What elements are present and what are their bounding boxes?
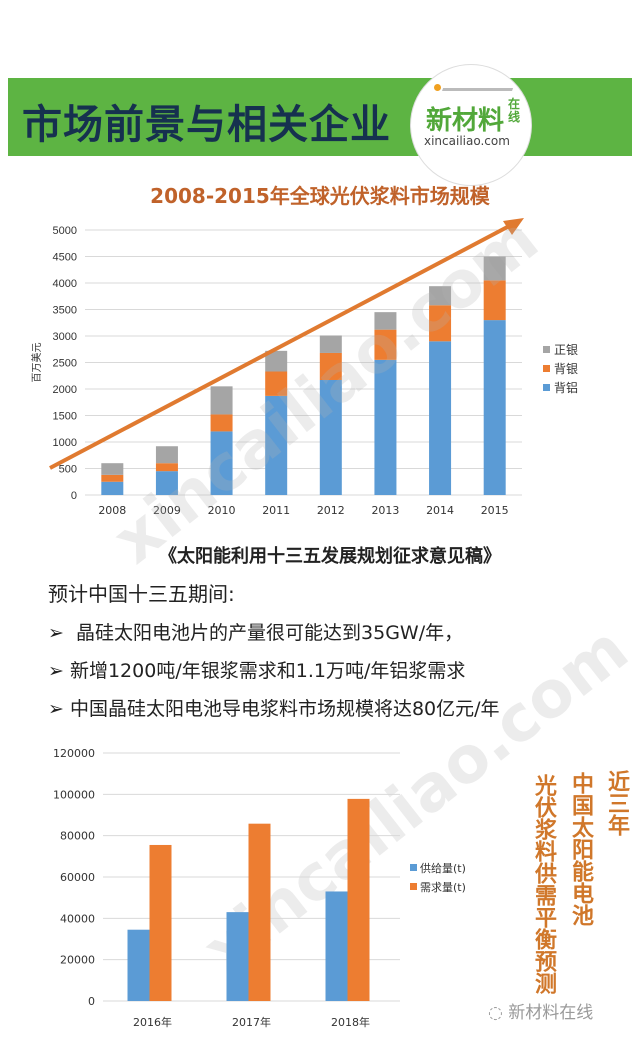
y-tick-label: 80000 [60, 830, 95, 843]
y-axis-label: 百万美元 [30, 343, 43, 383]
arrow-bullet-icon: ➢ [48, 698, 64, 720]
bar-segment [155, 471, 178, 495]
legend-swatch [543, 346, 550, 353]
arrow-bullet-icon: ➢ [48, 660, 64, 682]
bar-segment [374, 359, 397, 495]
y-tick-label: 60000 [60, 871, 95, 884]
legend-label: 需求量(t) [420, 881, 466, 894]
bar [347, 798, 370, 1001]
trend-arrow [49, 221, 516, 470]
y-tick-label: 1000 [53, 437, 77, 449]
legend-swatch [543, 384, 550, 391]
banner-title: 市场前景与相关企业 [22, 102, 391, 148]
bar-segment [265, 371, 288, 396]
x-tick-label: 2013 [371, 504, 399, 517]
bullet-text: 新增1200吨/年银浆需求和1.1万吨/年铝浆需求 [69, 660, 466, 682]
arrow-bullet-icon: ➢ [48, 622, 64, 644]
bar-segment [429, 305, 452, 342]
chart2: 0 20000 40000 60000 80000 100000 120000 2016年 20… [53, 747, 466, 1029]
x-tick-label: 2008 [98, 504, 126, 517]
bar [325, 891, 348, 1001]
bar [248, 823, 271, 1001]
bar-segment [210, 414, 233, 432]
x-tick-label: 2012 [317, 504, 345, 517]
x-tick-label: 2018年 [331, 1015, 370, 1029]
y-tick-label: 40000 [60, 912, 95, 925]
bar-segment [101, 481, 124, 495]
x-tick-label: 2017年 [232, 1015, 271, 1029]
bullet-text: 中国晶硅太阳电池导电浆料市场规模将达80亿元/年 [69, 698, 500, 720]
wechat-icon: ◌ [488, 1003, 503, 1023]
footer-wechat: ◌ 新材料在线 [488, 998, 593, 1023]
bar-segment [319, 352, 342, 380]
y-tick-label: 1500 [53, 411, 77, 423]
x-tick-label: 2014 [426, 504, 454, 517]
bar-segment [265, 350, 288, 372]
bullet-item: ➢ 中国晶硅太阳电池导电浆料市场规模将达80亿元/年 [48, 694, 500, 721]
bar-segment [374, 312, 397, 330]
chart1: 0 500 1000 1500 2000 2500 3000 3500 4000 4500 5000… [30, 218, 578, 517]
policy-intro: 预计中国十三五期间: [48, 582, 235, 606]
y-tick-label: 100000 [53, 788, 95, 801]
legend-label: 背铝 [554, 380, 578, 395]
bar-segment [101, 463, 124, 475]
chart1-title: 2008-2015年全球光伏浆料市场规模 [150, 184, 490, 208]
bar-segment [483, 256, 506, 281]
y-tick-label: 0 [88, 995, 95, 1008]
bar-segment [429, 286, 452, 306]
y-tick-label: 2000 [53, 384, 77, 396]
bar-segment [483, 280, 506, 321]
y-tick-label: 3000 [53, 331, 77, 343]
side-title-col1: 近三年 [604, 770, 629, 836]
y-tick-label: 4000 [53, 278, 77, 290]
bar [127, 929, 150, 1001]
bullet-item: ➢ 新增1200吨/年银浆需求和1.1万吨/年铝浆需求 [48, 656, 465, 683]
y-tick-label: 0 [71, 490, 77, 502]
y-tick-label: 4500 [53, 252, 77, 264]
x-tick-label: 2010 [208, 504, 236, 517]
bar [149, 844, 172, 1001]
x-tick-label: 2009 [153, 504, 181, 517]
bar-segment [155, 463, 178, 472]
side-title-col3: 光伏浆料供需平衡预测 [531, 774, 556, 994]
x-tick-label: 2016年 [133, 1015, 172, 1029]
bar-segment [319, 335, 342, 353]
bar [226, 912, 249, 1001]
y-tick-label: 2500 [53, 358, 77, 370]
y-tick-label: 3500 [53, 305, 77, 317]
legend-swatch [543, 365, 550, 372]
bar-segment [210, 431, 233, 495]
y-tick-label: 5000 [53, 225, 77, 237]
logo-text-cn: 新材料 [426, 106, 505, 136]
bar-segment [101, 474, 124, 482]
side-title-col2: 中国太阳能电池 [568, 772, 593, 926]
logo-text-zaixian: 在线 [508, 97, 521, 124]
bar-segment [265, 395, 288, 495]
policy-heading: 《太阳能利用十三五发展规划征求意见稿》 [159, 546, 501, 567]
logo-sun-icon [434, 84, 441, 91]
bar-segment [155, 446, 178, 464]
bullet-item: ➢ 晶硅太阳电池片的产量很可能达到35GW/年， [48, 618, 463, 645]
legend-swatch [410, 864, 417, 871]
y-tick-label: 20000 [60, 954, 95, 967]
legend-label: 供给量(t) [420, 861, 466, 875]
y-tick-label: 120000 [53, 747, 95, 760]
y-tick-label: 500 [59, 464, 77, 476]
bar-segment [374, 329, 397, 360]
trend-arrowhead-icon [503, 218, 524, 235]
bar-segment [319, 379, 342, 495]
legend-label: 正银 [554, 343, 578, 357]
bar-segment [483, 320, 506, 495]
bullet-text: 晶硅太阳电池片的产量很可能达到35GW/年， [76, 622, 464, 644]
logo [410, 64, 532, 186]
x-tick-label: 2015 [481, 504, 509, 517]
bar-segment [210, 386, 233, 415]
legend-swatch [410, 883, 417, 890]
logo-text-en: xincailiao.com [424, 134, 510, 148]
bar-segment [429, 341, 452, 495]
footer-text: 新材料在线 [508, 1003, 594, 1023]
x-tick-label: 2011 [262, 504, 290, 517]
legend-label: 背银 [554, 362, 578, 376]
